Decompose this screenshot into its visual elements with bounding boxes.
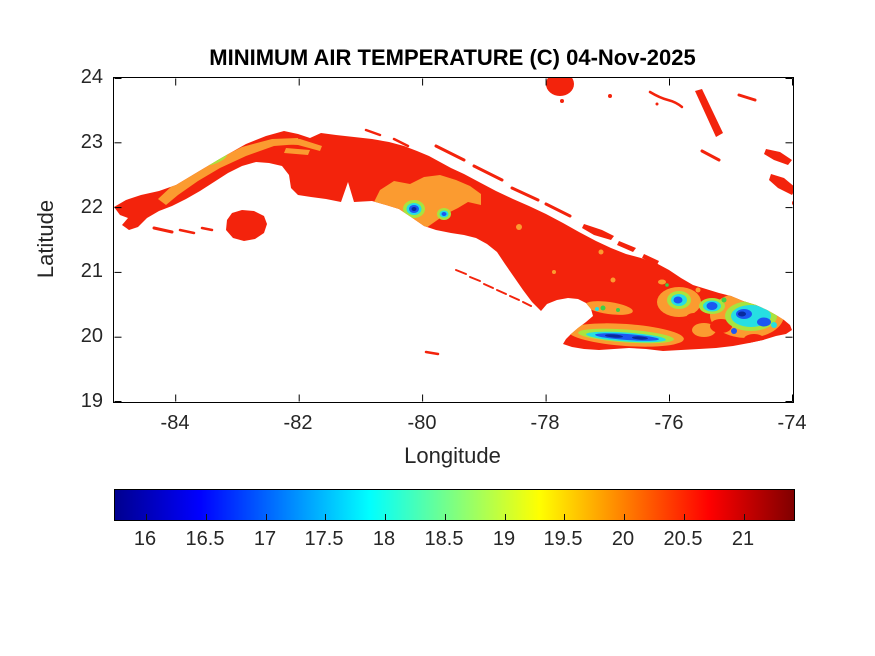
colorbar-tickmark: [445, 514, 446, 520]
y-tick-label-22: 22: [80, 196, 103, 218]
colorbar-tick-label-20-5: 20.5: [663, 528, 703, 550]
x-tick-label-m76: -76: [654, 412, 684, 434]
y-tick-label-20: 20: [80, 325, 103, 347]
colorbar-tick-label-18: 18: [372, 528, 396, 550]
y-tick-label-24: 24: [80, 66, 103, 88]
colorbar-tickmark: [564, 514, 565, 520]
colorbar-tickmark: [385, 514, 386, 520]
colorbar-tick-label-19: 19: [492, 528, 516, 550]
y-tick-label-21: 21: [80, 260, 103, 282]
bahamas-islands: [546, 78, 793, 206]
landmass: [114, 131, 792, 351]
isla-de-la-juventud-shape: [226, 210, 267, 241]
plot-area: [113, 77, 794, 403]
colorbar-tickmark: [684, 514, 685, 520]
colorbar-tickmark: [146, 514, 147, 520]
x-tick-label-m84: -84: [160, 412, 190, 434]
colorbar-tick-label-21: 21: [731, 528, 755, 550]
colorbar-tick-label-20: 20: [611, 528, 635, 550]
colorbar-tick-label-19-5: 19.5: [543, 528, 583, 550]
y-tick-label-19: 19: [80, 390, 103, 412]
colorbar-tickmark: [744, 514, 745, 520]
mountain-overlays: [158, 138, 784, 347]
colorbar-tickmark: [206, 514, 207, 520]
x-tick-label-m78: -78: [530, 412, 560, 434]
colorbar-tick-label-18-5: 18.5: [424, 528, 464, 550]
x-tick-label-m80: -80: [407, 412, 437, 434]
colorbar-tick-label-16: 16: [133, 528, 157, 550]
colorbar-tickmark: [505, 514, 506, 520]
x-tick-label-m82: -82: [283, 412, 313, 434]
colorbar: [114, 489, 795, 521]
colorbar-tickmark: [325, 514, 326, 520]
colorbar-tick-label-17-5: 17.5: [304, 528, 344, 550]
colorbar-tickmark: [624, 514, 625, 520]
colorbar-gradient: [115, 490, 794, 520]
x-tick-label-m74: -74: [777, 412, 807, 434]
y-tick-label-23: 23: [80, 131, 103, 153]
overlay-sierra-maestra: [568, 301, 684, 347]
colorbar-tick-label-16-5: 16.5: [185, 528, 225, 550]
plot-title: MINIMUM AIR TEMPERATURE (C) 04-Nov-2025: [209, 45, 696, 70]
cuba-temperature-map: [114, 78, 793, 402]
offshore-cays: [152, 128, 659, 356]
colorbar-tickmark: [266, 514, 267, 520]
colorbar-tick-label-17: 17: [253, 528, 277, 550]
axis-tick-marks: [114, 78, 793, 402]
x-axis-label: Longitude: [404, 443, 501, 468]
